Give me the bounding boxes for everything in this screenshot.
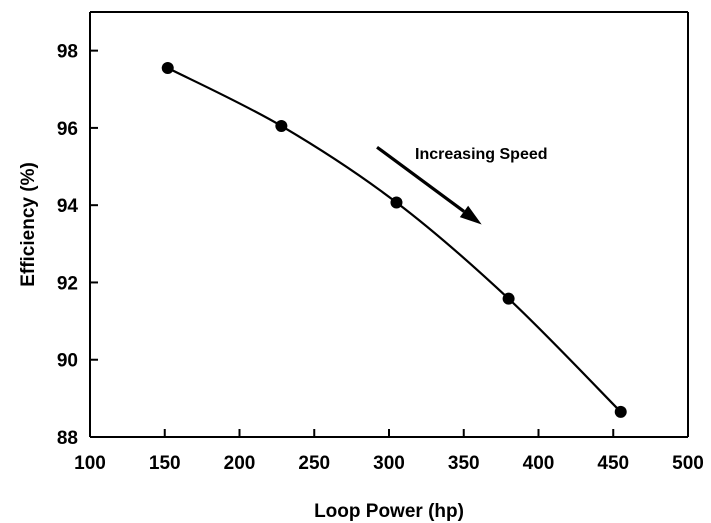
y-tick-label: 94 — [57, 196, 79, 217]
y-tick-label: 98 — [57, 42, 78, 63]
x-tick-label: 500 — [672, 453, 704, 474]
y-tick-label: 92 — [57, 273, 78, 294]
y-tick-label: 90 — [57, 351, 78, 372]
data-point — [275, 119, 288, 132]
x-axis-ticks: 100 150 200 250 300 350 400 450 500 — [74, 429, 704, 474]
data-point — [390, 196, 403, 209]
data-series — [167, 67, 622, 413]
x-tick-label: 450 — [597, 453, 629, 474]
x-tick-label: 200 — [224, 453, 256, 474]
data-point — [502, 292, 515, 305]
y-axis-ticks: 88 90 92 94 96 98 — [57, 42, 98, 449]
x-tick-label: 300 — [373, 453, 405, 474]
y-tick-label: 88 — [57, 428, 78, 449]
efficiency-series-line — [167, 67, 622, 413]
x-tick-label: 250 — [298, 453, 330, 474]
data-point — [161, 62, 174, 75]
y-axis-title: Efficiency (%) — [18, 162, 39, 287]
x-tick-label: 350 — [448, 453, 480, 474]
data-points — [161, 62, 627, 418]
x-tick-label: 100 — [74, 453, 106, 474]
arrowhead-icon — [459, 205, 482, 225]
increasing-speed-label: Increasing Speed — [415, 146, 548, 163]
x-tick-label: 400 — [523, 453, 555, 474]
annotation: Increasing Speed — [376, 145, 548, 225]
x-axis-title: Loop Power (hp) — [314, 501, 464, 522]
data-point — [614, 405, 627, 418]
x-tick-label: 150 — [149, 453, 181, 474]
y-tick-label: 96 — [57, 119, 78, 140]
axes — [89, 11, 689, 438]
increasing-speed-arrow — [376, 145, 465, 213]
